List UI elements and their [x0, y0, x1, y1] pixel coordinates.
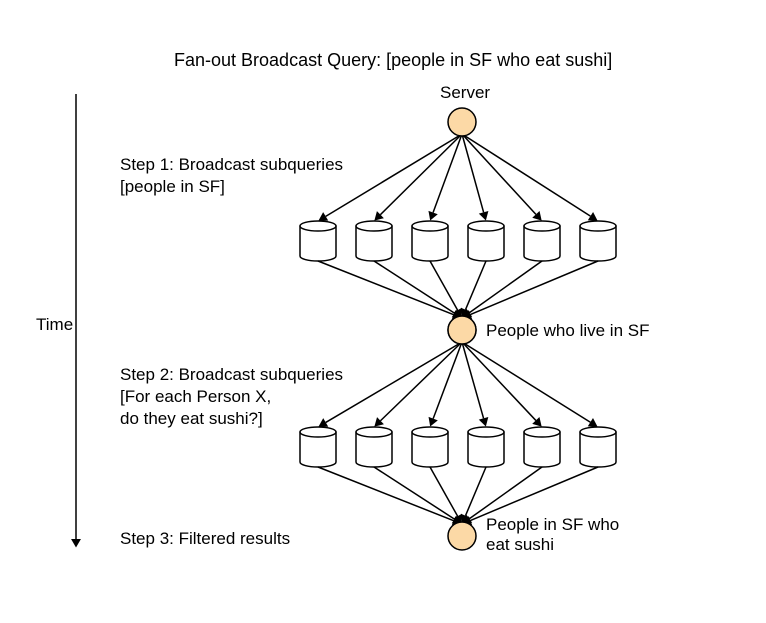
fanin1-arrow-1 [374, 261, 454, 313]
fanout1-arrow-1 [380, 134, 462, 215]
cylinder-row1-5-top [580, 221, 616, 231]
fanin2-arrow-2 [430, 467, 458, 516]
cylinder-row2-1-top [356, 427, 392, 437]
fanin1-arrow-2 [430, 261, 458, 310]
result2-line2: eat sushi [486, 535, 554, 554]
step2-line3: do they eat sushi?] [120, 409, 263, 428]
fanin2-arrow-4 [469, 467, 542, 519]
cylinder-row2-3-top [468, 427, 504, 437]
fanin2-arrow-1 [374, 467, 454, 519]
fanout1-arrow-5-head [588, 212, 598, 221]
result1-node-top [448, 316, 476, 344]
cylinder-row2-4-top [524, 427, 560, 437]
result2-node [448, 522, 476, 550]
step2-line1: Step 2: Broadcast subqueries [120, 365, 343, 384]
fanout2-arrow-3-head [479, 417, 489, 427]
fanout2-arrow-0 [326, 342, 462, 422]
result2-line1: People in SF who [486, 515, 619, 534]
time-axis-label: Time [36, 315, 73, 334]
time-axis-head [71, 539, 81, 548]
cylinder-row2-2-top [412, 427, 448, 437]
fanout2-arrow-2 [433, 342, 462, 419]
cylinder-row2-0-top [300, 427, 336, 437]
cylinder-row2-5-top [580, 427, 616, 437]
step2-line2: [For each Person X, [120, 387, 271, 406]
diagram-title: Fan-out Broadcast Query: [people in SF w… [174, 50, 612, 70]
cylinder-row1-1-top [356, 221, 392, 231]
cylinder-row1-4-top [524, 221, 560, 231]
step1-line1: Step 1: Broadcast subqueries [120, 155, 343, 174]
fanout1-arrow-2 [433, 134, 462, 213]
server-label: Server [440, 83, 490, 102]
cylinder-row1-2-top [412, 221, 448, 231]
fanout2-arrow-1 [380, 342, 462, 421]
fanin1-arrow-4 [469, 261, 542, 313]
result1-label: People who live in SF [486, 321, 649, 340]
step1-line2: [people in SF] [120, 177, 225, 196]
cylinder-row1-3-top [468, 221, 504, 231]
fanin2-arrow-5 [470, 467, 598, 521]
server-node [448, 108, 476, 136]
fanin1-arrow-5 [470, 261, 598, 315]
step3-label: Step 3: Filtered results [120, 529, 290, 548]
cylinder-row1-0-top [300, 221, 336, 231]
fanout1-arrow-0 [326, 134, 462, 216]
fanout1-arrow-3-head [479, 211, 489, 221]
